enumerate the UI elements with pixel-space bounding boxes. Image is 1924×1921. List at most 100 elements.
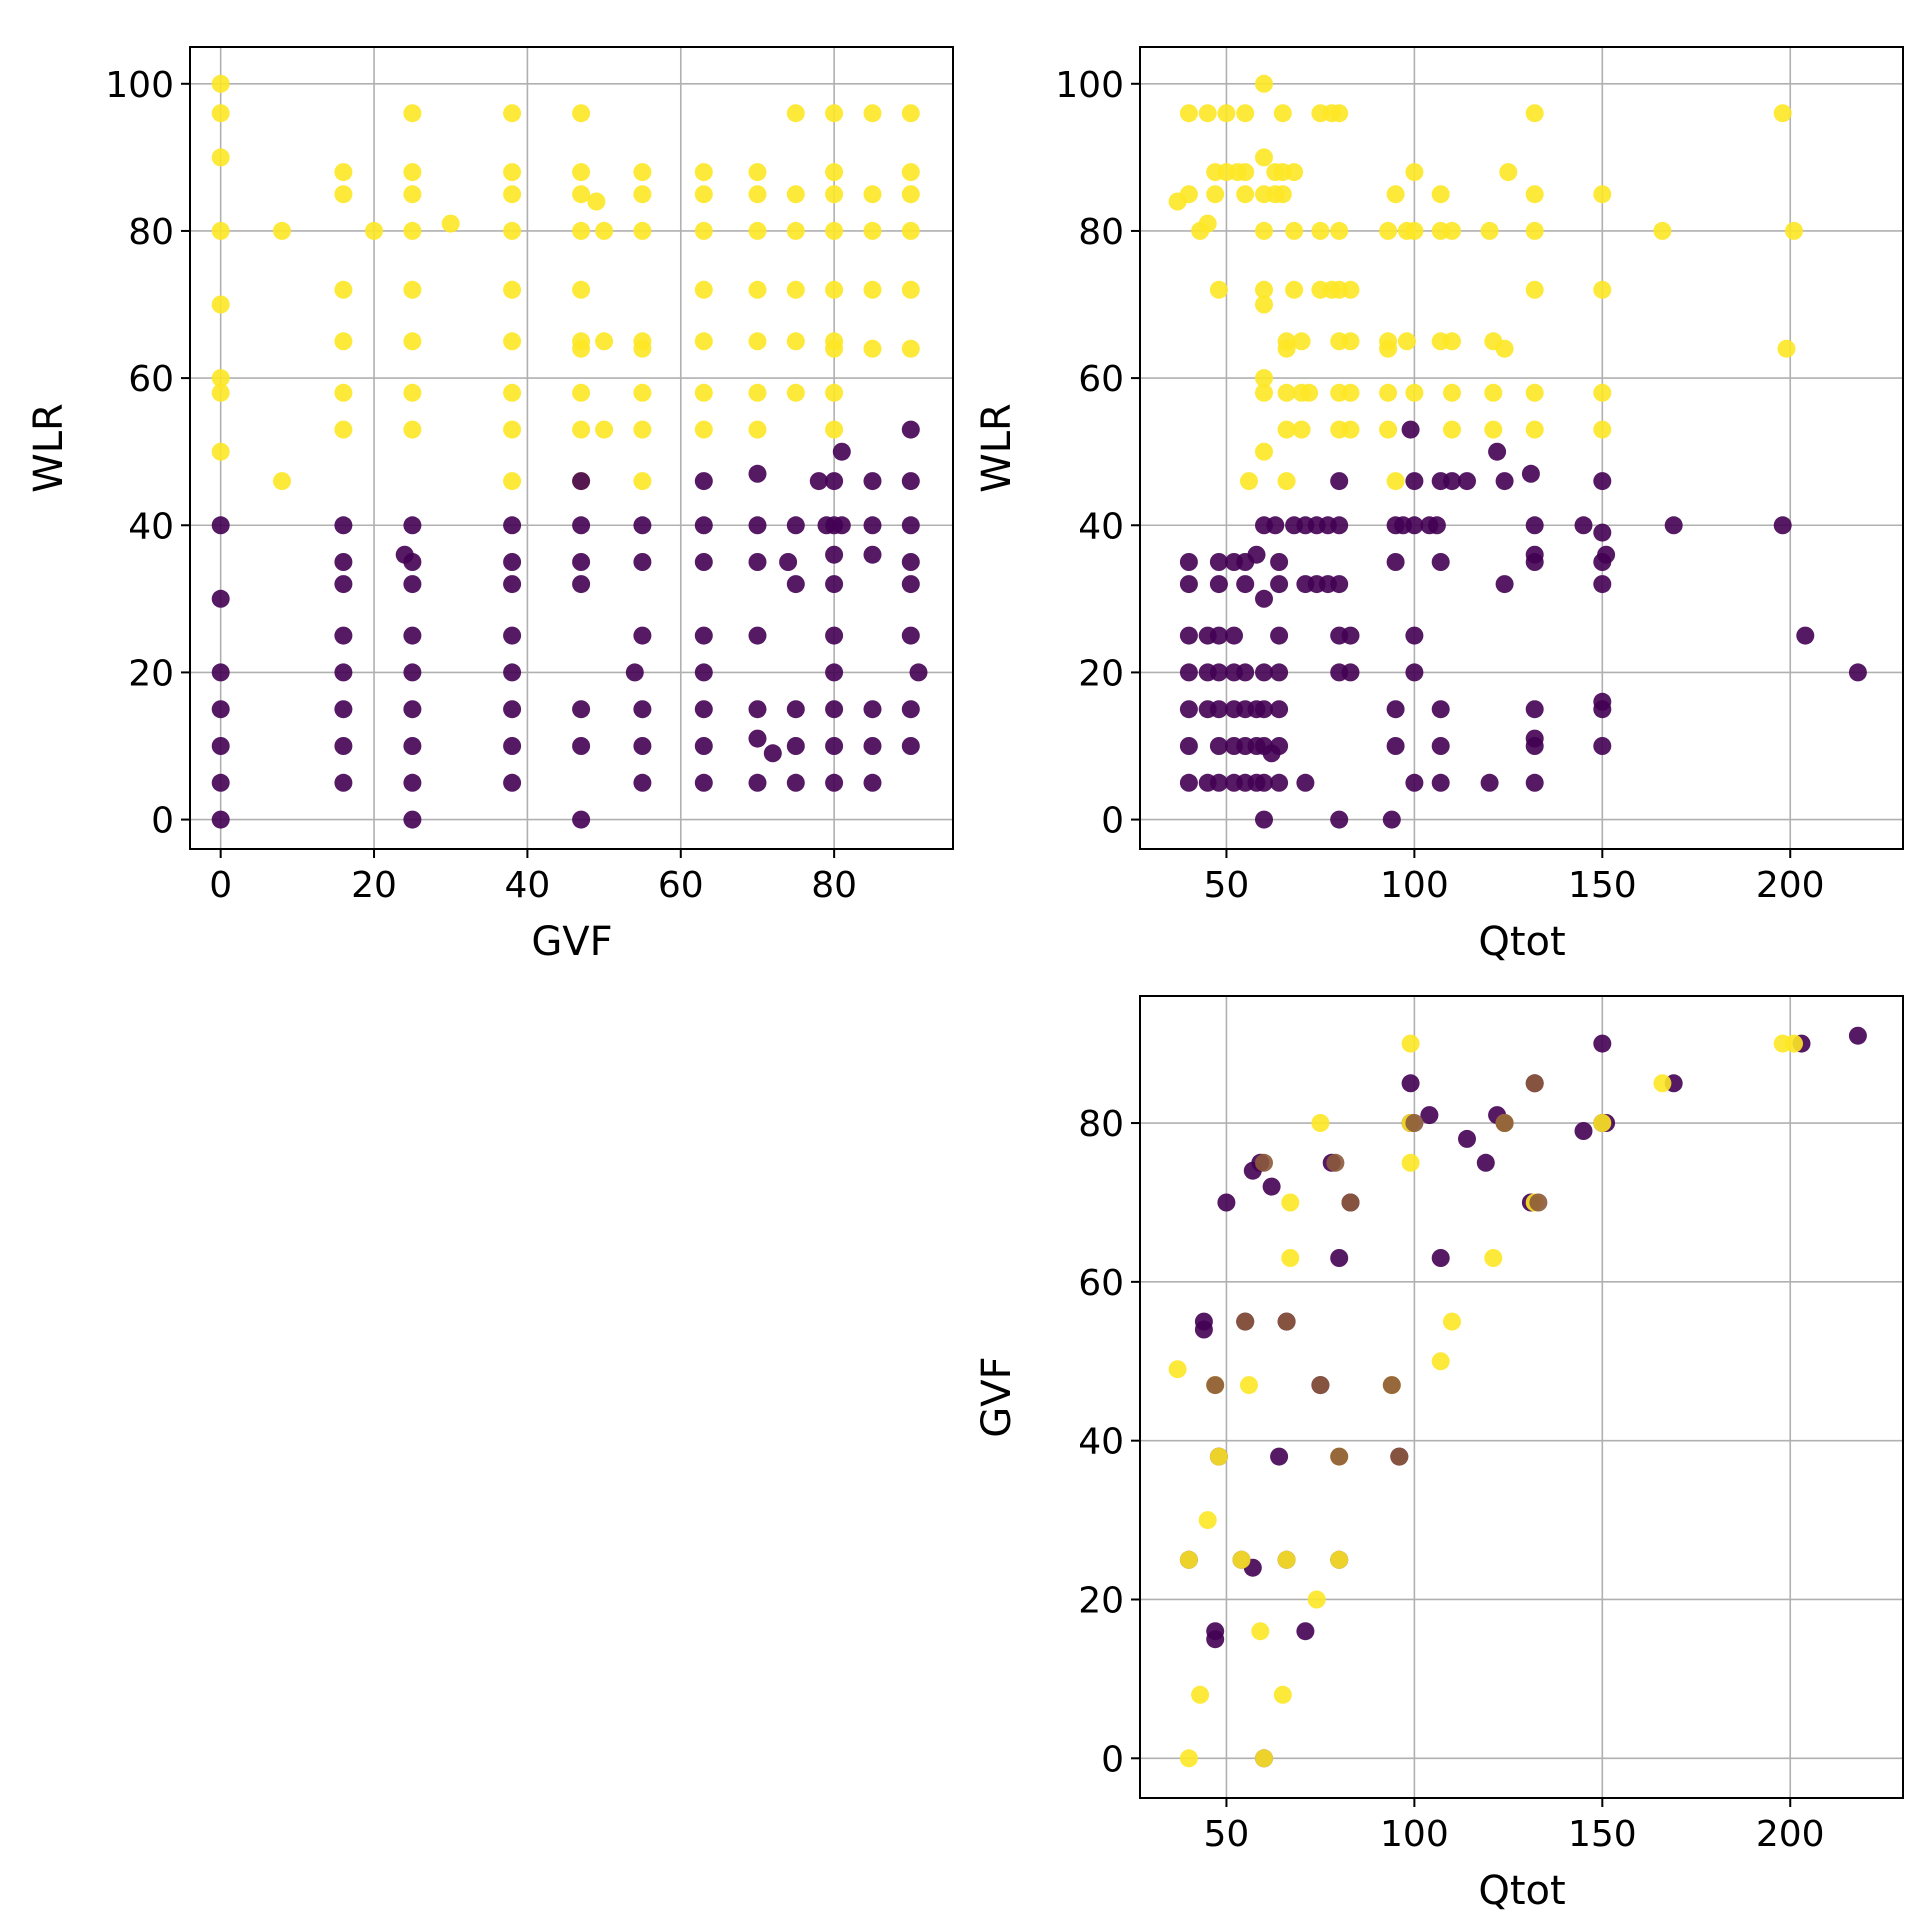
data-point-class-1: [1405, 383, 1424, 402]
data-point-class-1: [786, 104, 805, 123]
data-point-class-1: [572, 185, 591, 204]
data-point-class-1: [1480, 221, 1499, 240]
data-point-class-0: [1255, 663, 1273, 682]
data-point-class-0: [1597, 545, 1616, 564]
data-point-class-1: [1236, 104, 1255, 123]
data-point-class-0: [1266, 516, 1285, 535]
data-point-class-0: [1525, 553, 1544, 571]
data-point-class-0: [694, 700, 713, 719]
data-point-class-0: [825, 663, 844, 682]
data-point-class-1: [1401, 1034, 1420, 1053]
data-point-class-0: [503, 626, 522, 645]
data-point-class-1: [503, 104, 522, 123]
data-point-class-1: [633, 163, 652, 182]
data-point-mixed: [1206, 1376, 1225, 1395]
x-axis-label: Qtot: [1478, 919, 1565, 965]
data-point-class-0: [1255, 810, 1273, 829]
data-point-class-0: [633, 516, 652, 535]
data-point-class-0: [1270, 773, 1289, 792]
data-point-class-1: [595, 332, 614, 351]
data-point-class-0: [211, 810, 230, 829]
data-point-class-1: [403, 332, 422, 351]
data-point-class-0: [211, 773, 230, 792]
data-point-class-0: [1270, 1447, 1289, 1466]
data-point-class-0: [403, 810, 422, 829]
data-point-class-1: [1330, 104, 1349, 123]
data-point-class-0: [1488, 442, 1507, 461]
data-point-class-0: [748, 773, 767, 792]
data-point-class-0: [211, 737, 230, 755]
data-point-class-0: [1209, 700, 1228, 719]
data-point-mixed: [1529, 1193, 1548, 1212]
data-point-class-1: [1330, 1550, 1349, 1569]
data-point-class-0: [572, 575, 591, 594]
data-point-class-1: [1525, 383, 1544, 402]
data-point-class-0: [1179, 626, 1198, 645]
data-point-class-1: [1240, 1376, 1258, 1395]
data-point-class-1: [1525, 280, 1544, 299]
data-point-class-1: [1198, 1511, 1217, 1530]
data-point-class-0: [334, 553, 353, 571]
data-point-class-0: [694, 737, 713, 755]
data-point-class-1: [211, 148, 230, 167]
data-points: [211, 74, 928, 829]
data-point-class-1: [334, 163, 353, 182]
data-point-class-1: [694, 332, 713, 351]
x-tick-label: 200: [1756, 865, 1825, 906]
data-point-class-1: [1255, 148, 1273, 167]
data-point-class-0: [1574, 1122, 1593, 1140]
data-point-class-0: [1209, 773, 1228, 792]
data-point-class-1: [694, 420, 713, 439]
data-point-class-1: [1285, 280, 1304, 299]
data-point-class-0: [633, 700, 652, 719]
data-point-class-1: [403, 420, 422, 439]
data-point-class-0: [1401, 420, 1420, 439]
data-point-class-1: [901, 221, 920, 240]
data-point-class-1: [587, 192, 606, 211]
data-point-class-1: [633, 383, 652, 402]
data-point-class-0: [1525, 700, 1544, 719]
data-point-class-1: [633, 339, 652, 358]
y-axis-label: GVF: [974, 1356, 1020, 1437]
y-axis-label: WLR: [974, 403, 1020, 493]
data-point-class-0: [1401, 1074, 1420, 1093]
data-point-class-0: [1255, 700, 1273, 719]
data-point-class-1: [786, 332, 805, 351]
data-point-class-0: [403, 700, 422, 719]
data-point-class-1: [1401, 1153, 1420, 1172]
data-point-class-1: [1311, 221, 1330, 240]
data-point-class-0: [334, 516, 353, 535]
data-point-class-0: [1225, 626, 1243, 645]
data-point-class-1: [1397, 332, 1416, 351]
data-point-class-0: [1206, 1630, 1225, 1649]
data-point-class-1: [633, 420, 652, 439]
data-point-class-0: [1236, 575, 1255, 594]
data-point-class-1: [1277, 383, 1296, 402]
data-point-class-0: [572, 810, 591, 829]
data-point-class-1: [503, 185, 522, 204]
x-tick-label: 50: [1204, 865, 1250, 906]
x-tick-label: 0: [209, 865, 232, 906]
data-point-class-1: [1209, 280, 1228, 299]
data-point-class-0: [1255, 589, 1273, 608]
data-point-class-1: [1525, 221, 1544, 240]
data-point-class-0: [809, 472, 828, 491]
data-point-class-1: [863, 339, 882, 358]
data-point-class-0: [1405, 516, 1424, 535]
scatter-panel-wlr-qtot: 50 100 150 200 0 20 40 60 80 100 Qtot WLR: [974, 46, 1904, 965]
data-point-class-1: [211, 104, 230, 123]
data-point-class-1: [1255, 442, 1273, 461]
data-point-class-1: [334, 185, 353, 204]
scatter-panel-wlr-gvf: 0 20 40 60 80 0 20 40 60 80 100 GVF WLR: [26, 46, 954, 965]
data-point-mixed: [1326, 1153, 1345, 1172]
data-point-class-1: [334, 383, 353, 402]
data-point-class-1: [1311, 1114, 1330, 1132]
data-point-class-1: [1277, 339, 1296, 358]
tick-labels: 50 100 150 200 0 20 40 60 80 100: [1055, 65, 1824, 906]
data-point-class-0: [1593, 1034, 1612, 1053]
y-tick-label: 80: [1078, 212, 1124, 253]
data-point-class-0: [825, 575, 844, 594]
x-tick-label: 80: [811, 865, 857, 906]
data-point-class-0: [694, 472, 713, 491]
data-point-class-0: [748, 553, 767, 571]
